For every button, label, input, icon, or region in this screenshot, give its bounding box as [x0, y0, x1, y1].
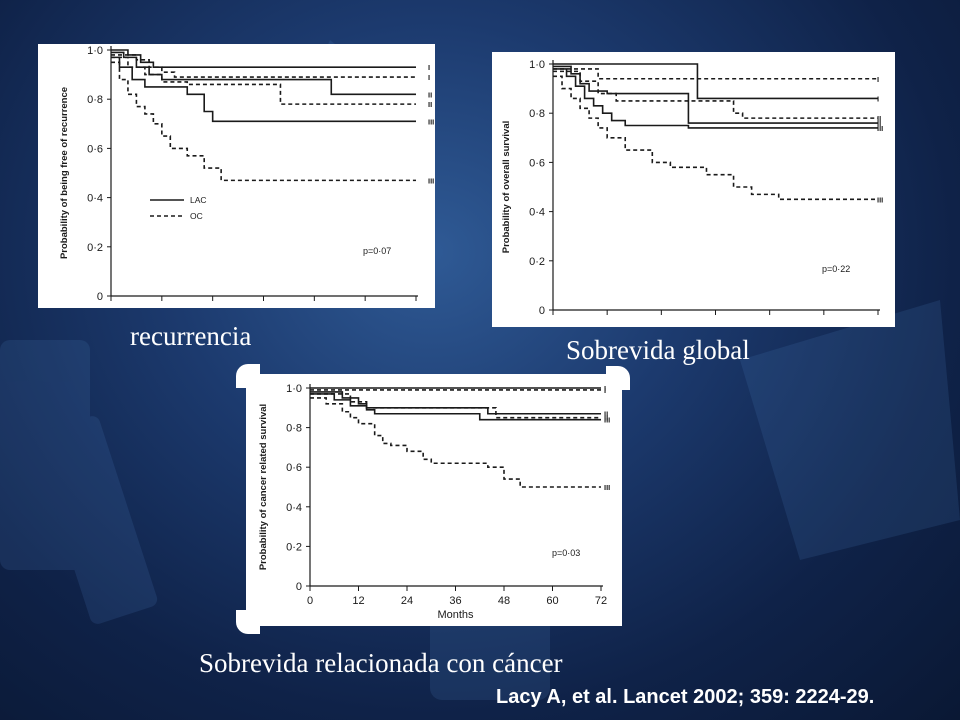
- x-tick-label: 60: [546, 595, 558, 607]
- series-label: I: [877, 94, 879, 103]
- x-tick-label: 36: [449, 595, 461, 607]
- y-tick-label: 0: [97, 291, 103, 303]
- citation: Lacy A, et al. Lancet 2002; 359: 2224-29…: [496, 686, 875, 708]
- legend-label-solid: LAC: [190, 195, 207, 205]
- series-line-ii-solid: [111, 51, 416, 96]
- bracket-top-right: [606, 366, 630, 390]
- series-line-iii-solid: [111, 56, 416, 123]
- caption-recurrence: recurrencia: [130, 321, 252, 351]
- series-line-iii-solid: [310, 393, 601, 421]
- series-line-ii-dashed: [553, 70, 878, 119]
- x-tick-label: 24: [401, 595, 413, 607]
- series-label: II: [877, 119, 881, 128]
- y-tick-label: 1·0: [286, 383, 302, 395]
- y-tick-label: 0·4: [286, 502, 302, 514]
- series-line-ii-dashed: [310, 393, 601, 419]
- p-value: p=0·03: [552, 548, 580, 558]
- series-label: III: [604, 483, 610, 492]
- cancer-survival-chart-panel: 0 0·2 0·4 0·6 0·8 1·0 0 12 24 36 48 60 72 Probability…: [246, 374, 622, 626]
- series-label: I: [604, 386, 606, 395]
- y-tick-label: 1·0: [529, 59, 545, 71]
- series-label: II: [604, 410, 608, 419]
- x-axis-label: Months: [437, 609, 474, 621]
- series-label: III: [877, 195, 883, 204]
- y-tick-label: 0·2: [529, 256, 545, 268]
- caption-overall-survival: Sobrevida global: [566, 335, 750, 365]
- series-label: II: [604, 414, 608, 423]
- x-tick-label: 72: [595, 595, 607, 607]
- series-line-i-dashed: [553, 68, 878, 80]
- caption-cancer-survival: Sobrevida relacionada con cáncer: [199, 648, 563, 678]
- series-label: III: [877, 124, 883, 133]
- recurrence-chart-panel: 0 0·2 0·4 0·6 0·8 1·0 Probability of being fre…: [38, 44, 435, 308]
- series-label: III: [428, 176, 434, 185]
- series-line-ii-dashed: [111, 56, 416, 105]
- series-line-iii-dashed: [111, 61, 416, 182]
- y-axis-label: Probability of overall survival: [501, 121, 512, 254]
- series-label: I: [428, 63, 430, 72]
- y-tick-label: 0: [539, 305, 545, 317]
- y-tick-label: 1·0: [87, 45, 103, 57]
- x-tick-label: 12: [352, 595, 364, 607]
- series-line-iii-dashed: [310, 397, 601, 488]
- y-tick-label: 0·4: [87, 193, 103, 205]
- overall-survival-chart-panel: 0 0·2 0·4 0·6 0·8 1·0 Probability of overall s…: [492, 52, 895, 327]
- p-value: p=0·07: [363, 246, 391, 256]
- series-line-i-solid: [111, 49, 416, 69]
- y-tick-label: 0·2: [87, 242, 103, 254]
- p-value: p=0·22: [822, 264, 850, 274]
- series-line-ii-solid: [553, 65, 878, 124]
- y-tick-label: 0: [296, 581, 302, 593]
- overall-survival-chart: 0 0·2 0·4 0·6 0·8 1·0 Probability of overall s…: [501, 59, 883, 317]
- series-line-iii-dashed: [553, 75, 878, 201]
- y-tick-label: 0·8: [286, 423, 302, 435]
- series-label: I: [604, 384, 606, 393]
- recurrence-chart: 0 0·2 0·4 0·6 0·8 1·0 Probability of being fre…: [59, 45, 434, 303]
- y-tick-label: 0·6: [529, 157, 545, 169]
- y-axis-label: Probability of cancer related survival: [258, 404, 269, 570]
- series-label: II: [877, 114, 881, 123]
- cancer-survival-chart: 0 0·2 0·4 0·6 0·8 1·0 0 12 24 36 48 60 72 Probability…: [258, 383, 610, 621]
- y-tick-label: 0·6: [87, 143, 103, 155]
- y-tick-label: 0·8: [87, 94, 103, 106]
- y-axis-label: Probability of being free of recurrence: [59, 87, 70, 259]
- series-line-iii-solid: [553, 68, 878, 129]
- series-label: I: [428, 73, 430, 82]
- bracket-top-left: [236, 364, 260, 388]
- y-tick-label: 0·8: [529, 108, 545, 120]
- series-label: III: [428, 117, 434, 126]
- series-label: III: [604, 416, 610, 425]
- series-label: I: [877, 75, 879, 84]
- series-line-i-dashed: [111, 54, 416, 78]
- y-tick-label: 0·4: [529, 207, 545, 219]
- y-tick-label: 0·2: [286, 541, 302, 553]
- legend-label-dashed: OC: [190, 211, 203, 221]
- series-line-i-solid: [553, 63, 878, 100]
- x-tick-label: 48: [498, 595, 510, 607]
- x-tick-label: 0: [307, 595, 313, 607]
- series-label: II: [428, 90, 432, 99]
- series-line-ii-solid: [310, 391, 601, 415]
- series-label: II: [428, 100, 432, 109]
- y-tick-label: 0·6: [286, 462, 302, 474]
- bracket-bottom-left: [236, 610, 260, 634]
